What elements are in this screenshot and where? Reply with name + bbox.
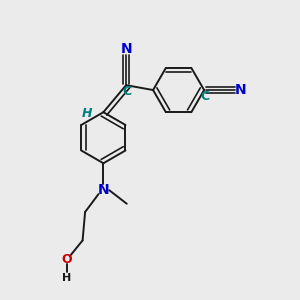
Text: C: C <box>122 85 131 98</box>
Text: H: H <box>82 107 93 120</box>
Text: N: N <box>98 183 109 197</box>
Text: N: N <box>120 42 132 56</box>
Text: O: O <box>61 253 72 266</box>
Text: H: H <box>62 273 71 283</box>
Text: N: N <box>235 83 247 97</box>
Text: C: C <box>200 90 210 103</box>
